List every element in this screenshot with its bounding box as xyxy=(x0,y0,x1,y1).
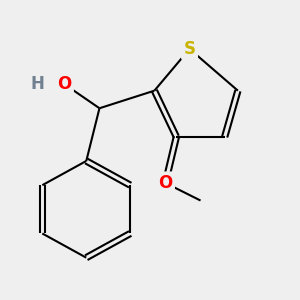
Text: O: O xyxy=(57,75,71,93)
Text: O: O xyxy=(158,174,172,192)
Text: S: S xyxy=(184,40,196,58)
Text: H: H xyxy=(30,75,44,93)
